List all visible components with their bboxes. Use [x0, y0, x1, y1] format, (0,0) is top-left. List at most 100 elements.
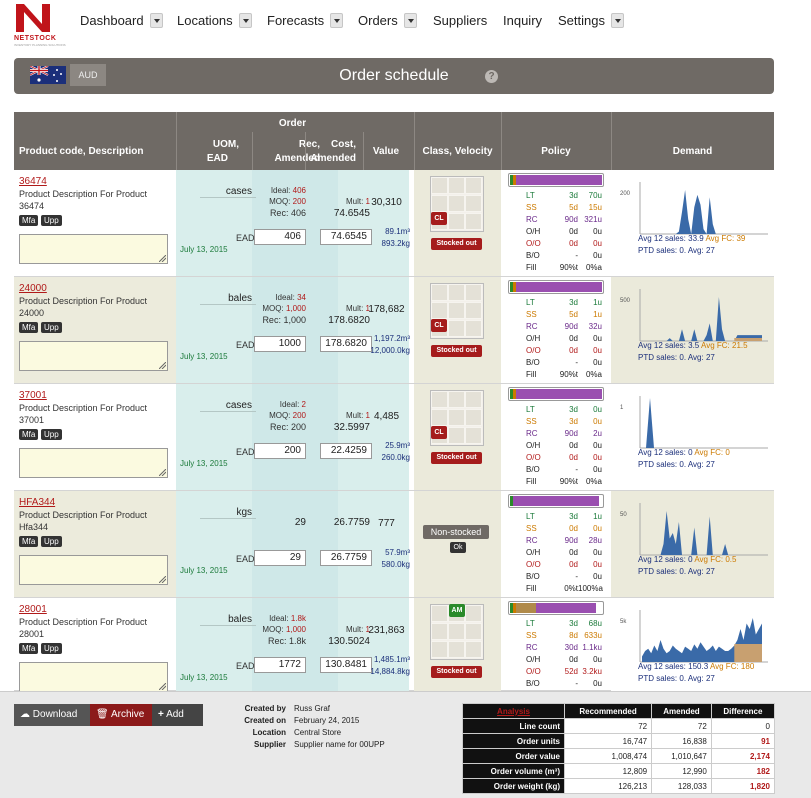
uom-value: bales — [200, 293, 256, 305]
nav-locations[interactable]: Locations — [177, 13, 252, 28]
currency-badge[interactable]: AUD — [70, 64, 106, 86]
amended-cost-input[interactable]: 22.4259 — [320, 443, 372, 459]
nav-forecasts[interactable]: Forecasts — [267, 13, 344, 28]
demand-chart[interactable] — [618, 499, 768, 557]
product-code-link[interactable]: 24000 — [19, 283, 47, 294]
amended-qty-input[interactable]: 29 — [254, 550, 306, 566]
amended-qty-input[interactable]: 1000 — [254, 336, 306, 352]
col-header-rec-amended[interactable]: Amended — [274, 153, 320, 164]
stocked-out-badge: Stocked out — [431, 238, 482, 250]
dropdown-caret-icon[interactable] — [403, 13, 417, 28]
policy-cell[interactable]: LT 3d 1u SS 5d 1u RC 90d 32u O/H 0d 0u O… — [506, 280, 606, 380]
demand-chart[interactable] — [618, 178, 768, 236]
demand-chart[interactable] — [618, 606, 768, 664]
product-code-link[interactable]: 28001 — [19, 604, 47, 615]
resize-handle-icon[interactable] — [159, 362, 166, 369]
nav-orders[interactable]: Orders — [358, 13, 417, 28]
demand-chart[interactable] — [618, 392, 768, 450]
policy-row-rc: RC 90d 32u — [526, 322, 602, 331]
dropdown-caret-icon[interactable] — [149, 13, 163, 28]
dropdown-caret-icon[interactable] — [238, 13, 252, 28]
product-code-link[interactable]: 37001 — [19, 390, 47, 401]
summary-amended: 72 — [651, 718, 712, 734]
upp-tag[interactable]: Upp — [41, 643, 62, 654]
policy-row-ss: SS 5d 15u — [526, 203, 602, 212]
col-header-policy[interactable]: Policy — [541, 146, 571, 157]
amended-qty-input[interactable]: 1772 — [254, 657, 306, 673]
mfa-tag[interactable]: Mfa — [19, 215, 39, 226]
dropdown-caret-icon[interactable] — [330, 13, 344, 28]
upp-tag[interactable]: Upp — [41, 536, 62, 547]
mfa-tag[interactable]: Mfa — [19, 429, 39, 440]
mfa-tag[interactable]: Mfa — [19, 322, 39, 333]
col-header-uom[interactable]: UOM, — [212, 139, 239, 150]
ead-date[interactable]: July 13, 2015 — [180, 245, 228, 254]
demand-chart[interactable] — [618, 285, 768, 343]
policy-row-oo: O/O 0d 0u — [526, 239, 602, 248]
help-icon[interactable]: ? — [485, 70, 498, 83]
amended-cost-input[interactable]: 26.7759 — [320, 550, 372, 566]
policy-row-lt: LT 3d 70u — [526, 191, 602, 200]
amended-cost-input[interactable]: 178.6820 — [320, 336, 372, 352]
col-header-class[interactable]: Class, Velocity — [422, 146, 493, 157]
netstock-logo[interactable]: NETSTOCK INVENTORY PLANNING SOLUTIONS — [14, 2, 66, 47]
nav-suppliers[interactable]: Suppliers — [433, 13, 487, 28]
upp-tag[interactable]: Upp — [41, 215, 62, 226]
archive-button[interactable]: 🗑 Archive — [90, 704, 152, 726]
policy-cell[interactable]: LT 3d 68u SS 8d 633u RC 30d 1.1ku O/H 0d… — [506, 601, 606, 701]
ead-date[interactable]: July 13, 2015 — [180, 459, 228, 468]
col-header-product[interactable]: Product code, Description — [19, 146, 144, 157]
download-button[interactable]: ☁ Download — [14, 704, 90, 726]
moq-value: MOQ: 200 — [269, 411, 306, 420]
mfa-tag[interactable]: Mfa — [19, 643, 39, 654]
resize-handle-icon[interactable] — [159, 576, 166, 583]
demand-y-max: 200 — [620, 191, 631, 197]
summary-analysis-link[interactable]: Analysis — [462, 703, 565, 719]
col-header-ead[interactable]: EAD — [206, 153, 228, 164]
class-velocity-grid[interactable] — [430, 390, 484, 446]
col-header-cost-amended[interactable]: Amended — [310, 153, 356, 164]
resize-handle-icon[interactable] — [159, 683, 166, 690]
policy-cell[interactable]: LT 3d 0u SS 3d 0u RC 90d 2u O/H 0d 0u O/… — [506, 387, 606, 487]
upp-tag[interactable]: Upp — [41, 322, 62, 333]
policy-row-oh: O/H 0d 0u — [526, 655, 602, 664]
policy-cell[interactable]: LT 3d 1u SS 0d 0u RC 90d 28u O/H 0d 0u O… — [506, 494, 606, 594]
col-header-rec[interactable]: Rec, — [298, 139, 320, 150]
cost-value: 74.6545 — [333, 208, 370, 219]
nav-settings[interactable]: Settings — [558, 13, 624, 28]
product-code-link[interactable]: 36474 — [19, 176, 47, 187]
note-textarea[interactable] — [19, 662, 168, 692]
policy-row-bo: B/O - 0u — [526, 679, 602, 688]
add-button[interactable]: + Add — [152, 704, 203, 726]
amended-qty-input[interactable]: 406 — [254, 229, 306, 245]
amended-cost-input[interactable]: 130.8481 — [320, 657, 372, 673]
amended-cost-input[interactable]: 74.6545 — [320, 229, 372, 245]
note-textarea[interactable] — [19, 341, 168, 371]
note-textarea[interactable] — [19, 448, 168, 478]
ead-date[interactable]: July 13, 2015 — [180, 352, 228, 361]
class-velocity-grid[interactable] — [430, 176, 484, 232]
dropdown-caret-icon[interactable] — [610, 13, 624, 28]
nav-inquiry[interactable]: Inquiry — [503, 13, 542, 28]
resize-handle-icon[interactable] — [159, 469, 166, 476]
ead-label: EAD: — [236, 554, 258, 564]
resize-handle-icon[interactable] — [159, 255, 166, 262]
ead-date[interactable]: July 13, 2015 — [180, 566, 228, 575]
col-header-demand[interactable]: Demand — [672, 146, 713, 157]
amended-qty-input[interactable]: 200 — [254, 443, 306, 459]
rec-value: 29 — [294, 517, 306, 528]
upp-tag[interactable]: Upp — [41, 429, 62, 440]
class-velocity-grid[interactable] — [430, 604, 484, 660]
col-header-cost[interactable]: Cost, — [331, 139, 356, 150]
demand-series-area — [642, 190, 762, 234]
note-textarea[interactable] — [19, 555, 168, 585]
policy-cell[interactable]: LT 3d 70u SS 5d 15u RC 90d 321u O/H 0d 0… — [506, 173, 606, 273]
nav-dashboard[interactable]: Dashboard — [80, 13, 163, 28]
col-header-value[interactable]: Value — [372, 146, 400, 157]
ead-date[interactable]: July 13, 2015 — [180, 673, 228, 682]
stocked-out-badge: Stocked out — [431, 666, 482, 678]
product-code-link[interactable]: HFA344 — [19, 497, 56, 508]
archive-label: Archive — [110, 709, 145, 720]
note-textarea[interactable] — [19, 234, 168, 264]
mfa-tag[interactable]: Mfa — [19, 536, 39, 547]
